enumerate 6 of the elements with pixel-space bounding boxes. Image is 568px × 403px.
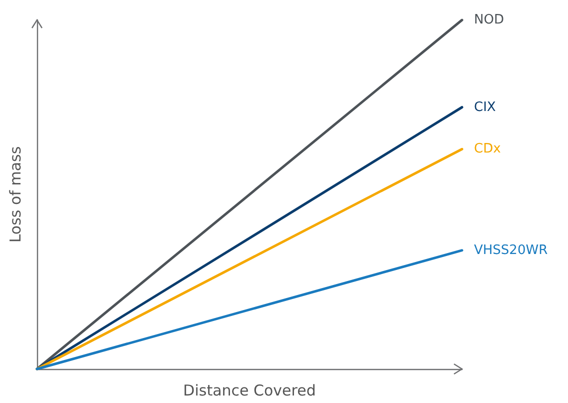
series-label: CDx [474,142,502,157]
series-label: CIX [474,100,496,115]
y-axis-title: Loss of mass [6,146,24,243]
x-axis-title: Distance Covered [183,382,316,400]
series-label: VHSS20WR [474,242,548,258]
series-label: NOD [474,12,504,28]
